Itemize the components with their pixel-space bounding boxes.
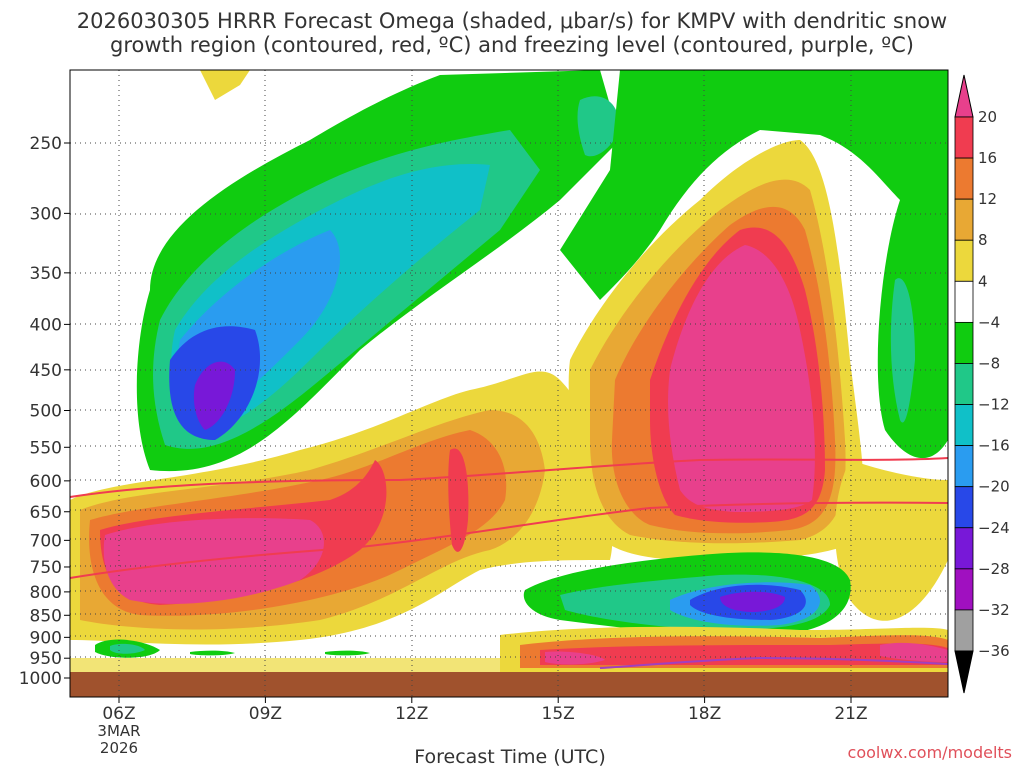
y-tick-label: 650 [30, 503, 62, 523]
y-tick-label: 600 [30, 472, 62, 492]
x-tick-label: 09Z [249, 704, 282, 724]
y-tick-label: 900 [30, 628, 62, 648]
x-axis-label: Forecast Time (UTC) [414, 746, 605, 768]
x-tick-label: 18Z [688, 704, 721, 724]
colorbar-segment [954, 280, 974, 323]
y-tick-label: 350 [30, 264, 62, 284]
chart-title-line-2: growth region (contoured, red, ºC) and f… [110, 33, 914, 57]
y-tick-label: 500 [30, 402, 62, 422]
colorbar-label: −28 [978, 560, 1010, 578]
colorbar-label: −8 [978, 354, 1000, 372]
colorbar-label: −32 [978, 601, 1010, 619]
colorbar-label: −36 [978, 642, 1010, 660]
colorbar-label: 4 [978, 272, 988, 290]
y-tick-label: 400 [30, 315, 62, 335]
y-tick-label: 1000 [19, 669, 62, 689]
plot-area [69, 69, 949, 698]
colorbar-label: 16 [978, 149, 997, 167]
colorbar-label: 20 [978, 108, 997, 126]
colorbar-segment [954, 198, 974, 241]
y-tick-label: 550 [30, 438, 62, 458]
colorbar-segment [954, 568, 974, 611]
dendritic-growth-contour-lower [69, 501, 949, 579]
x-tick-label: 12Z [395, 704, 428, 724]
colorbar-top-triangle [954, 74, 974, 118]
contours [69, 457, 949, 669]
date-line-1: 3MAR [97, 722, 140, 740]
colorbar-label: −20 [978, 478, 1010, 496]
y-tick-label: 750 [30, 558, 62, 578]
colorbar-bottom-triangle [954, 650, 974, 694]
colorbar-label: −4 [978, 313, 1000, 331]
colorbar-segment [954, 609, 974, 652]
colorbar-segment [954, 321, 974, 364]
y-tick-label: 800 [30, 583, 62, 603]
y-tick-label: 300 [30, 204, 62, 224]
x-tick-label: 06Z [102, 704, 135, 724]
colorbar: 20 16 12 8 4 −4 −8 −12 −16 −20 −24 −28 −32 −36 [954, 74, 1010, 694]
y-tick-label: 850 [30, 606, 62, 626]
colorbar-segment [954, 527, 974, 570]
colorbar-segment [954, 239, 974, 282]
colorbar-segment [954, 157, 974, 200]
colorbar-segment [954, 404, 974, 447]
colorbar-label: 8 [978, 231, 988, 249]
colorbar-label: −24 [978, 519, 1010, 537]
x-tick-label: 21Z [834, 704, 867, 724]
omega-shading [70, 70, 948, 697]
y-tick-label: 250 [30, 134, 62, 154]
colorbar-segment [954, 116, 974, 159]
colorbar-label: −16 [978, 437, 1010, 455]
colorbar-segment [954, 445, 974, 488]
y-axis: 2503003504004505005506006507007508008509… [19, 134, 70, 689]
chart-title-line-1: 2026030305 HRRR Forecast Omega (shaded, … [77, 9, 947, 33]
colorbar-label: 12 [978, 190, 997, 208]
y-tick-label: 450 [30, 361, 62, 381]
colorbar-segment [954, 363, 974, 405]
x-axis: 06Z 09Z 12Z 15Z 18Z 21Z [102, 697, 868, 724]
x-tick-label: 15Z [542, 704, 575, 724]
date-line-2: 2026 [100, 739, 138, 757]
colorbar-segment [954, 486, 974, 529]
credit-text: coolwx.com/modelts [848, 743, 1012, 762]
dendritic-growth-contour-upper [69, 457, 949, 498]
colorbar-label: −12 [978, 396, 1010, 414]
y-tick-label: 950 [30, 649, 62, 669]
y-tick-label: 700 [30, 531, 62, 551]
freezing-level-contour [599, 656, 949, 669]
